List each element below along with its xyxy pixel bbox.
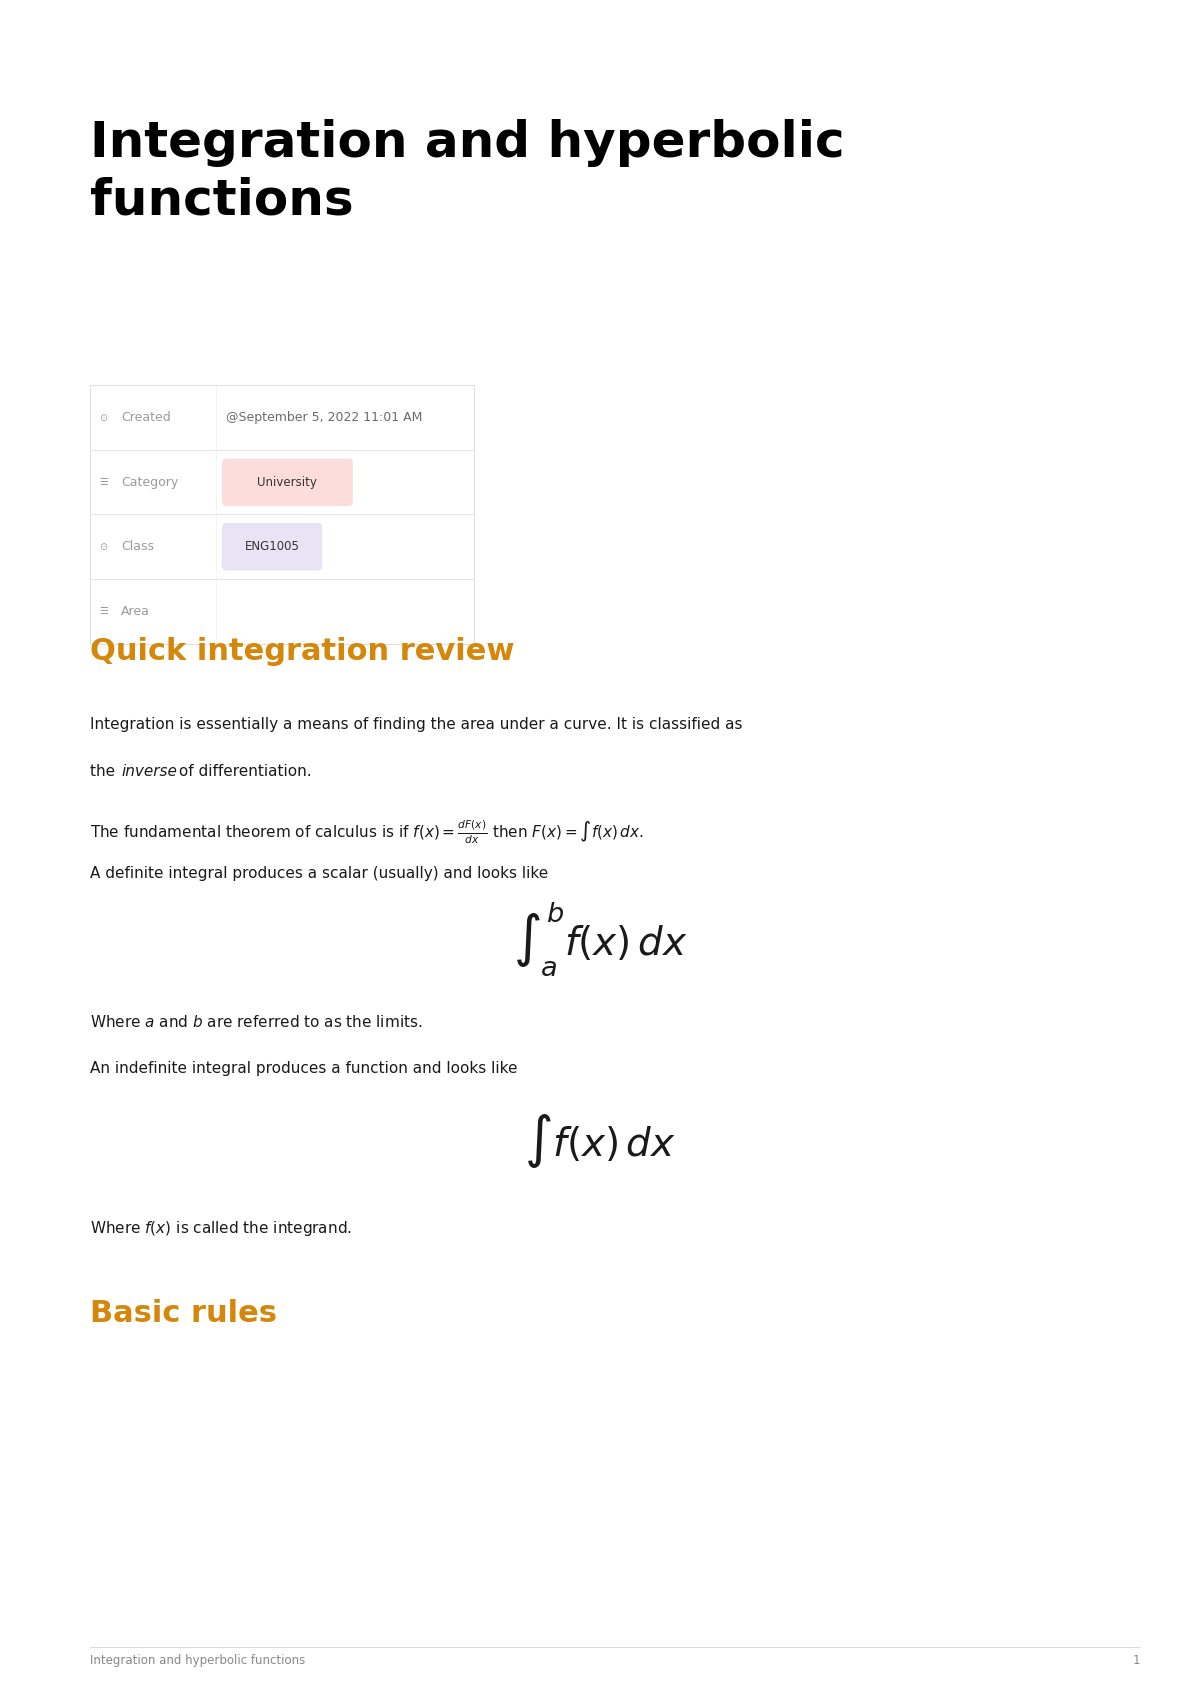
Text: Integration and hyperbolic functions: Integration and hyperbolic functions [90,1654,305,1667]
Text: An indefinite integral produces a function and looks like: An indefinite integral produces a functi… [90,1061,517,1077]
Text: the: the [90,764,120,779]
Text: $\int f(x)\, dx$: $\int f(x)\, dx$ [524,1112,676,1170]
Text: University: University [258,475,317,489]
Text: Quick integration review: Quick integration review [90,637,515,666]
Text: Category: Category [121,475,179,489]
Text: Where $a$ and $b$ are referred to as the limits.: Where $a$ and $b$ are referred to as the… [90,1014,422,1029]
Bar [90,385,474,644]
FancyBboxPatch shape [222,458,353,506]
Text: ⊙: ⊙ [100,542,108,552]
Text: Integration is essentially a means of finding the area under a curve. It is clas: Integration is essentially a means of fi… [90,717,743,732]
Text: Class: Class [121,540,154,554]
Text: ☰: ☰ [100,477,108,487]
Text: A definite integral produces a scalar (usually) and looks like: A definite integral produces a scalar (u… [90,866,548,881]
Text: Basic rules: Basic rules [90,1299,277,1328]
Text: of differentiation.: of differentiation. [174,764,312,779]
Text: The fundamental theorem of calculus is if $f(x) = \frac{dF(x)}{dx}$ then $F(x) =: The fundamental theorem of calculus is i… [90,818,644,846]
Text: Integration and hyperbolic
functions: Integration and hyperbolic functions [90,119,845,224]
Text: Created: Created [121,411,170,424]
Text: ENG1005: ENG1005 [245,540,300,554]
Text: ☰: ☰ [100,606,108,616]
FancyBboxPatch shape [222,523,323,571]
Text: Area: Area [121,604,150,618]
Text: 1: 1 [1133,1654,1140,1667]
Text: inverse: inverse [121,764,178,779]
Text: ⊙: ⊙ [100,413,108,423]
Text: $\int_a^b f(x)\, dx$: $\int_a^b f(x)\, dx$ [512,900,688,978]
Text: Where $f(x)$ is called the integrand.: Where $f(x)$ is called the integrand. [90,1219,352,1238]
Text: @September 5, 2022 11:01 AM: @September 5, 2022 11:01 AM [226,411,422,424]
